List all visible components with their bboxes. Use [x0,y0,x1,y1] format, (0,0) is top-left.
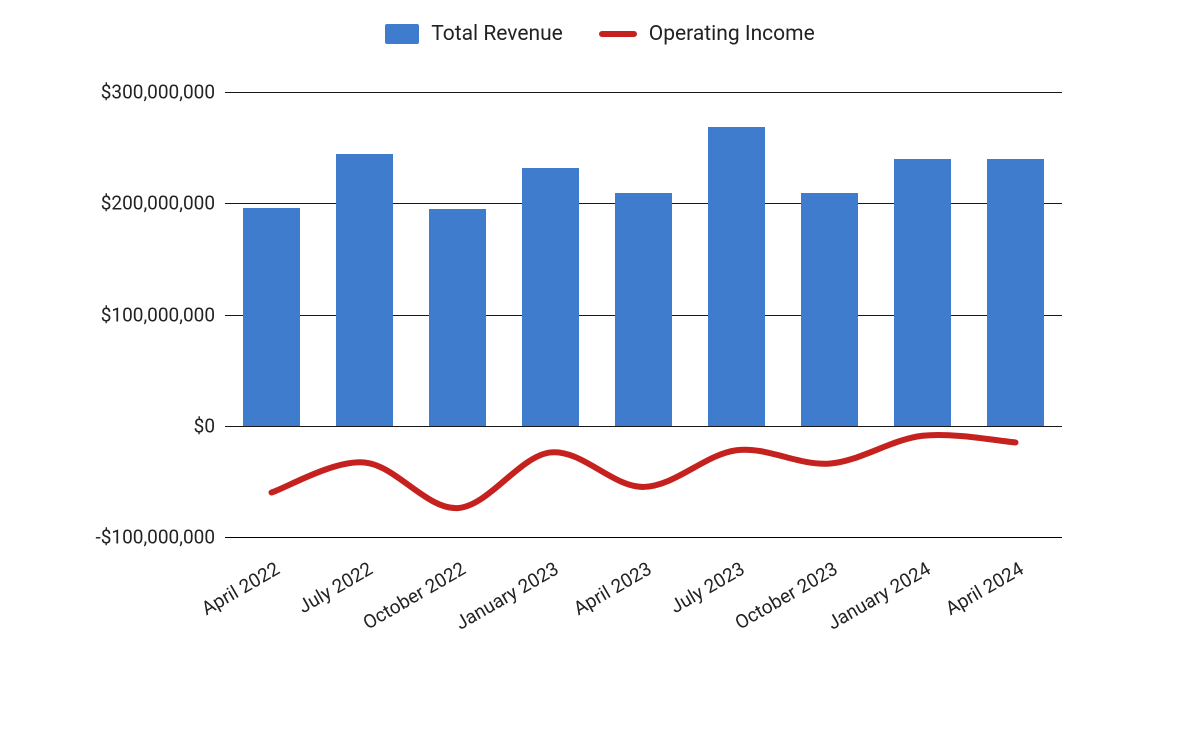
legend-label: Operating Income [649,22,815,46]
bar [987,159,1045,426]
y-tick-label: $200,000,000 [101,192,215,215]
chart-legend: Total Revenue Operating Income [0,22,1200,46]
bar [894,159,952,426]
x-tick-label: April 2024 [941,557,1027,620]
x-tick-label: April 2022 [197,557,283,620]
y-axis: $300,000,000$200,000,000$100,000,000$0-$… [0,92,215,537]
y-tick-label: $300,000,000 [101,81,215,104]
legend-swatch-bar-icon [385,24,419,44]
x-tick-label: January 2024 [823,557,934,634]
bars-layer [225,92,1062,537]
y-tick-label: -$100,000,000 [95,526,215,549]
bar [429,209,487,426]
legend-swatch-line-icon [599,31,637,37]
x-tick-label: October 2023 [730,557,841,634]
x-tick-label: October 2022 [358,557,469,634]
x-axis: April 2022July 2022October 2022January 2… [225,545,1062,715]
legend-label: Total Revenue [431,22,563,46]
x-tick-label: July 2022 [293,557,376,618]
revenue-chart: Total Revenue Operating Income $300,000,… [0,0,1200,742]
bar [708,127,766,426]
x-tick-label: July 2023 [665,557,748,618]
bar [522,168,580,426]
y-tick-label: $100,000,000 [101,303,215,326]
x-tick-label: April 2023 [569,557,655,620]
bar [801,193,859,426]
bar [336,154,394,425]
bar [615,193,673,426]
legend-item-operating-income: Operating Income [599,22,815,46]
x-tick-label: January 2023 [451,557,562,634]
y-tick-label: $0 [194,414,215,437]
legend-item-total-revenue: Total Revenue [385,22,563,46]
bar [243,208,301,426]
plot-area [225,92,1062,538]
